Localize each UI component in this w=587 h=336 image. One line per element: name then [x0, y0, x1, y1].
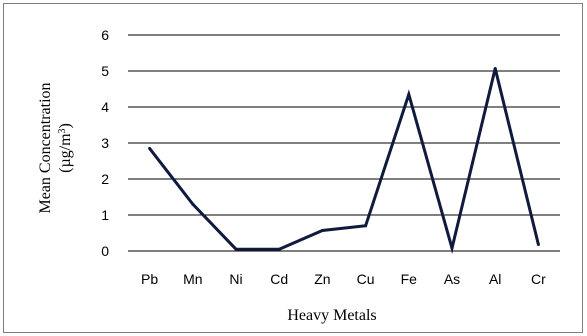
- x-tick-label: Mn: [183, 271, 202, 287]
- data-point: [277, 247, 281, 251]
- y-tick-label: 4: [101, 99, 109, 115]
- data-point: [407, 92, 411, 96]
- data-point: [493, 66, 497, 70]
- y-axis-title: Mean Concentration (µg/m3): [37, 82, 74, 213]
- y-axis-title-unit-close: ): [57, 123, 74, 128]
- y-tick-label: 3: [101, 135, 109, 151]
- data-point: [191, 202, 195, 206]
- data-point: [536, 243, 540, 247]
- x-tick-label: Cd: [270, 271, 288, 287]
- x-tick-label: Cu: [357, 271, 375, 287]
- chart-frame: [3, 3, 583, 333]
- data-point: [148, 146, 152, 150]
- x-tick-label: Zn: [314, 271, 330, 287]
- x-tick-label: As: [444, 271, 460, 287]
- data-point: [234, 247, 238, 251]
- y-tick-labels: 0 1 2 3 4 5 6: [101, 27, 109, 259]
- series-layer: [148, 66, 540, 255]
- x-tick-label: Al: [489, 271, 501, 287]
- gridlines: [128, 34, 560, 252]
- y-tick-label: 1: [101, 207, 109, 223]
- y-tick-label: 5: [101, 63, 109, 79]
- y-tick-label: 6: [101, 27, 109, 43]
- x-tick-labels: Pb Mn Ni Cd Zn Cu Fe As Al Cr: [141, 271, 546, 287]
- y-tick-label: 2: [101, 171, 109, 187]
- x-tick-label: Pb: [141, 271, 158, 287]
- y-axis-title-unit: (µg/m: [57, 133, 74, 173]
- y-axis-title-unit-sup: 3: [57, 128, 68, 133]
- y-axis-title-line2: (µg/m3): [57, 123, 75, 173]
- x-tick-label: Cr: [531, 271, 546, 287]
- y-axis-title-line1: Mean Concentration: [37, 82, 54, 213]
- series-line: [148, 68, 540, 255]
- data-point: [320, 228, 324, 232]
- x-tick-label: Ni: [229, 271, 242, 287]
- y-tick-label: 0: [101, 243, 109, 259]
- x-tick-label: Fe: [401, 271, 418, 287]
- x-axis-title: Heavy Metals: [287, 307, 376, 324]
- data-point: [364, 224, 368, 228]
- data-point: [450, 246, 454, 250]
